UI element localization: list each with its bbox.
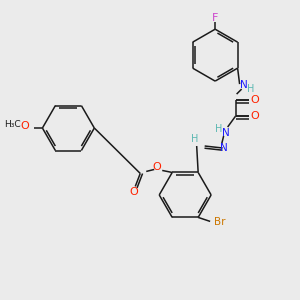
Text: O: O [250, 111, 259, 121]
Text: Br: Br [214, 218, 226, 227]
Text: F: F [212, 13, 218, 23]
Text: O: O [21, 121, 29, 131]
Text: O: O [129, 188, 138, 197]
Text: N: N [240, 80, 248, 90]
Text: H₃C: H₃C [4, 119, 20, 128]
Text: N: N [222, 128, 230, 138]
Text: N: N [220, 143, 227, 153]
Text: H: H [191, 134, 198, 144]
Text: H: H [215, 124, 222, 134]
Text: H: H [247, 84, 254, 94]
Text: O: O [250, 95, 259, 105]
Text: O: O [153, 163, 162, 172]
